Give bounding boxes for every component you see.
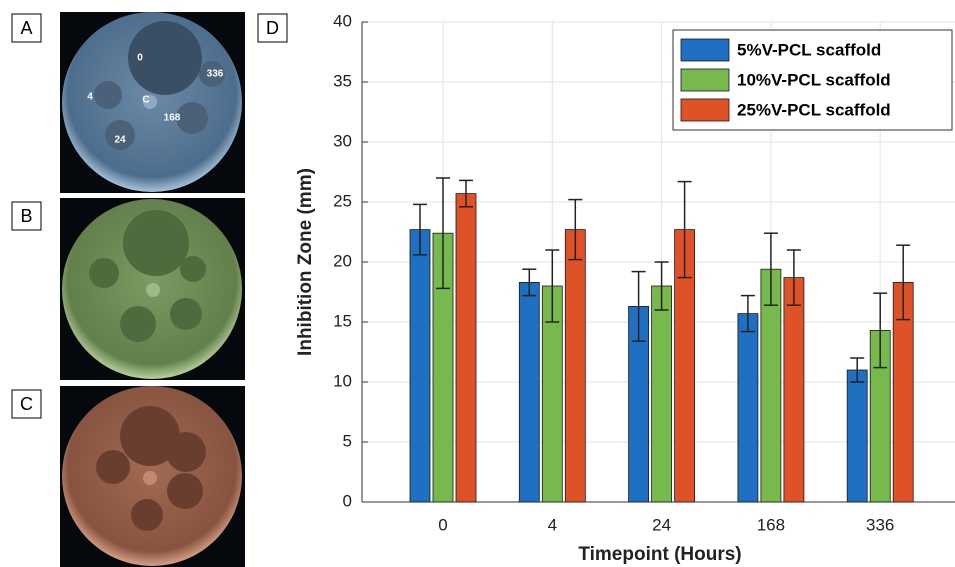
plate-photo-c: [60, 386, 245, 567]
bar: [410, 230, 430, 502]
plate-label: 0: [137, 53, 143, 64]
x-tick-label: 4: [548, 515, 557, 534]
panel-label: C: [20, 394, 33, 414]
y-axis-label: Inhibition Zone (mm): [295, 168, 316, 356]
panel-label: D: [266, 18, 279, 38]
bar: [519, 282, 539, 502]
x-tick-label: 336: [866, 515, 894, 534]
y-tick-label: 0: [343, 491, 352, 510]
legend-label: 5%V-PCL scaffold: [737, 40, 881, 59]
plate-label: 24: [114, 135, 126, 146]
y-tick-label: 15: [333, 311, 352, 330]
bar: [565, 230, 585, 502]
legend-swatch: [681, 99, 729, 121]
plate-label: 336: [207, 69, 224, 80]
plate-photo-b: [60, 198, 245, 380]
x-tick-label: 0: [438, 515, 447, 534]
plate-label: 4: [87, 92, 93, 103]
y-tick-label: 20: [333, 251, 352, 270]
y-tick-label: 10: [333, 371, 352, 390]
y-tick-label: 5: [343, 431, 352, 450]
panel-label: B: [20, 206, 32, 226]
bar: [456, 194, 476, 502]
bar: [738, 314, 758, 502]
x-tick-label: 24: [652, 515, 671, 534]
chart: 0 5 10 15 20 25 30 35 40 0 4 24 168 336 5%V-PCL scaffo…: [333, 11, 955, 534]
panel-label: A: [20, 18, 32, 38]
y-tick-label: 25: [333, 191, 352, 210]
legend-label: 10%V-PCL scaffold: [737, 70, 891, 89]
legend-swatch: [681, 69, 729, 91]
legend-label: 25%V-PCL scaffold: [737, 100, 891, 119]
legend-swatch: [681, 39, 729, 61]
bar: [652, 286, 672, 502]
x-tick-label: 168: [757, 515, 785, 534]
plate-label: 168: [164, 113, 181, 124]
x-axis-label: Timepoint (Hours): [578, 544, 741, 565]
figure: 0 336 4 C 168 24 A B C D 0 5 10 15 20 25 30 35 4…: [0, 0, 955, 567]
bar: [784, 278, 804, 502]
y-tick-label: 30: [333, 131, 352, 150]
y-tick-label: 35: [333, 71, 352, 90]
bar: [847, 370, 867, 502]
y-tick-label: 40: [333, 11, 352, 30]
plate-label: C: [142, 95, 149, 106]
